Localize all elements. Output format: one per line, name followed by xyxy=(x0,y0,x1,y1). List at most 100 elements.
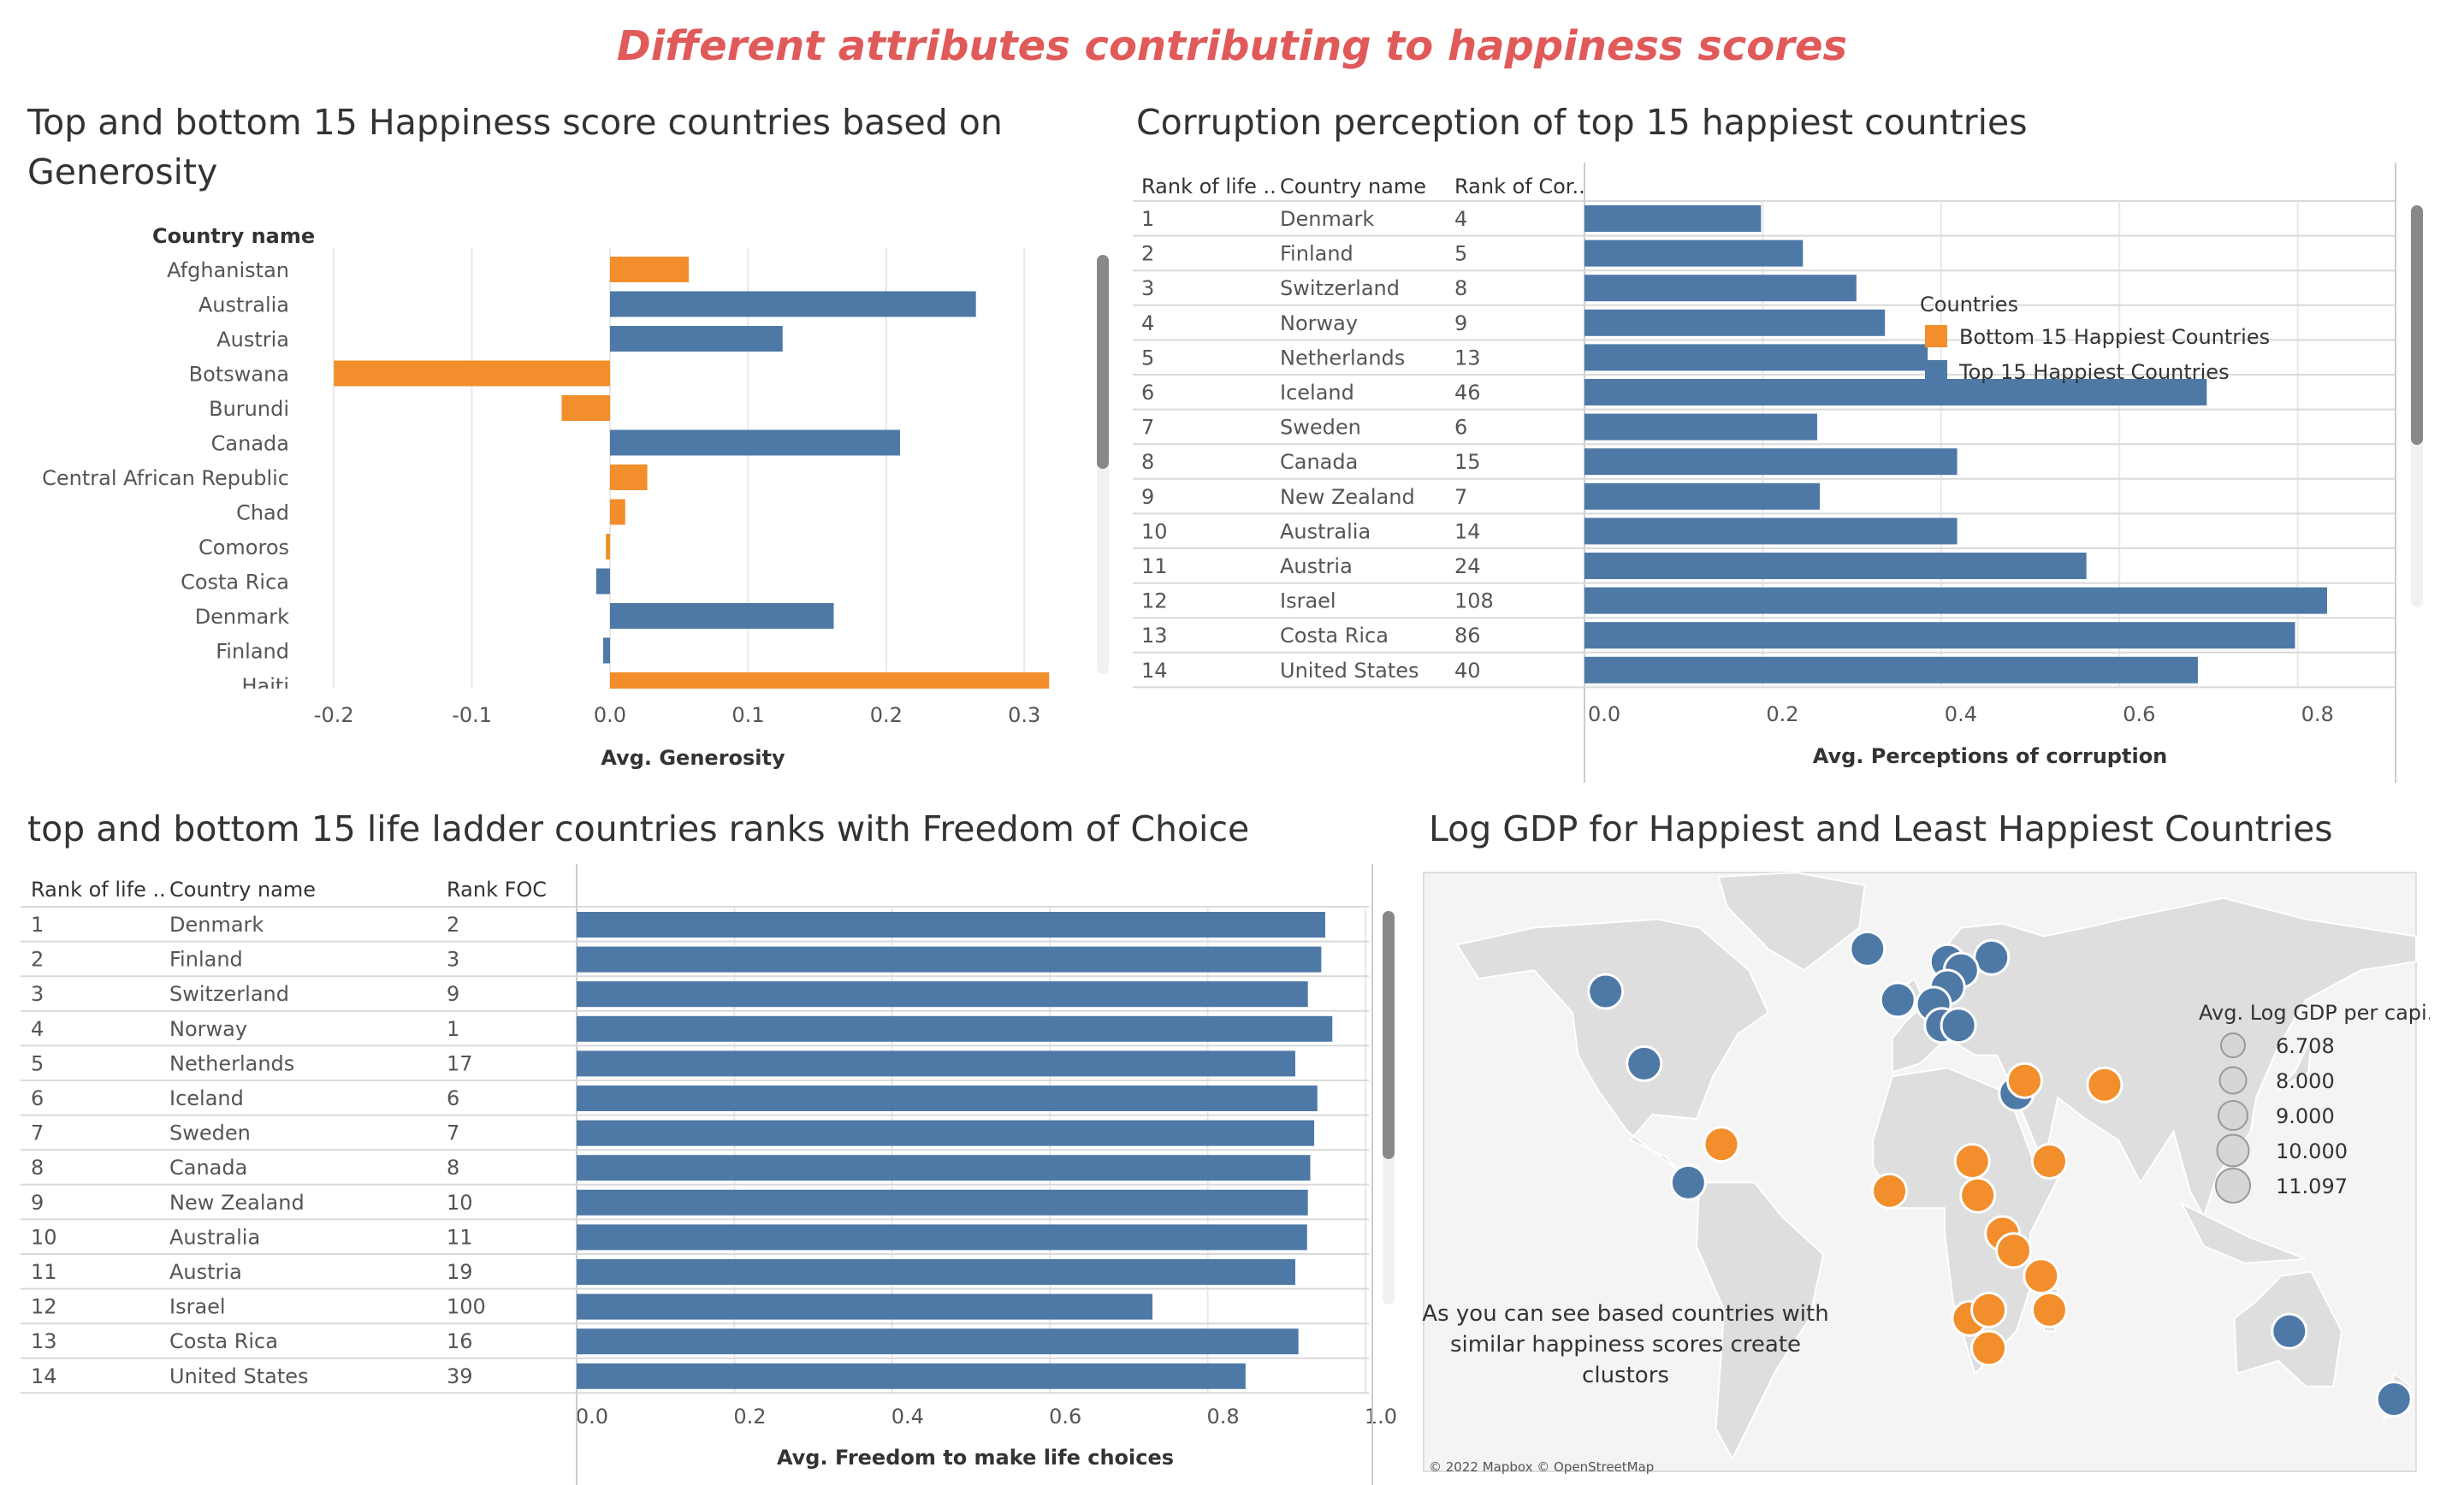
size-legend-label: 11.097 xyxy=(2276,1174,2348,1198)
corruption-rank-life: 1 xyxy=(1141,207,1154,231)
freedom-country-label: Norway xyxy=(169,1017,247,1041)
freedom-rank-foc: 7 xyxy=(447,1121,459,1145)
freedom-country-label: Netherlands xyxy=(169,1051,294,1075)
corruption-rank-life: 5 xyxy=(1141,346,1154,370)
generosity-country-label: Australia xyxy=(198,293,289,317)
corruption-bar xyxy=(1584,482,1821,510)
freedom-rank-foc: 2 xyxy=(447,913,459,937)
size-legend-label: 6.708 xyxy=(2276,1034,2335,1058)
generosity-country-label: Afghanistan xyxy=(167,258,289,282)
corruption-chart-title: Corruption perception of top 15 happiest… xyxy=(1136,102,2028,143)
freedom-x-tick-label: 0.6 xyxy=(1049,1405,1081,1429)
freedom-rank-life: 6 xyxy=(31,1086,44,1110)
freedom-country-label: Israel xyxy=(169,1295,226,1319)
size-legend-label: 9.000 xyxy=(2276,1104,2335,1128)
freedom-bar xyxy=(577,1120,1315,1146)
corruption-rank-cor: 5 xyxy=(1454,242,1467,266)
size-legend-label: 10.000 xyxy=(2276,1139,2348,1163)
corruption-bar xyxy=(1584,275,1857,302)
happy-country-bubble xyxy=(2271,1312,2308,1350)
unhappy-country-bubble xyxy=(2086,1066,2123,1103)
freedom-x-tick-label: 0.4 xyxy=(891,1405,924,1429)
happy-country-bubble xyxy=(2375,1381,2413,1418)
size-legend-circle xyxy=(2218,1100,2248,1131)
freedom-bar xyxy=(577,1328,1299,1355)
corruption-bar xyxy=(1584,622,2295,649)
corruption-bar xyxy=(1584,656,2198,683)
map-annotation: As you can see based countries with simi… xyxy=(1422,1301,1829,1388)
freedom-rank-life: 14 xyxy=(31,1364,57,1388)
corruption-rank-life: 7 xyxy=(1141,416,1154,440)
corruption-x-tick-label: 0.8 xyxy=(2301,702,2334,726)
freedom-chart: Rank of life .. Country name Rank FOC 0.0 0.… xyxy=(21,864,1397,1485)
corruption-column-header: Rank of Cor.. xyxy=(1454,175,1585,198)
freedom-bar xyxy=(577,1155,1311,1181)
corruption-rank-life: 8 xyxy=(1141,450,1154,474)
generosity-bar xyxy=(610,672,1050,689)
freedom-rank-life: 12 xyxy=(31,1295,57,1319)
greenland-landmass xyxy=(1717,871,1866,972)
generosity-bar xyxy=(602,637,610,664)
freedom-bar xyxy=(577,981,1308,1008)
happy-country-bubble xyxy=(1669,1163,1707,1201)
freedom-country-label: Austria xyxy=(169,1260,242,1284)
corruption-country-label: Austria xyxy=(1280,554,1353,578)
unhappy-country-bubble xyxy=(1953,1143,1991,1180)
generosity-bars: Afghanistan Australia Austria Botswana Burun… xyxy=(42,257,1050,689)
generosity-x-tick-label: -0.1 xyxy=(452,703,492,727)
happy-country-bubble xyxy=(1626,1044,1663,1082)
freedom-column-header: Country name xyxy=(169,878,316,902)
freedom-x-tick-label: 1.0 xyxy=(1365,1405,1397,1429)
legend-item-label: Bottom 15 Happiest Countries xyxy=(1959,325,2270,349)
freedom-rank-life: 4 xyxy=(31,1017,44,1041)
corruption-country-label: Israel xyxy=(1280,589,1336,613)
freedom-rank-foc: 6 xyxy=(447,1086,459,1110)
generosity-bar xyxy=(606,534,610,559)
corruption-chart: Rank of life .. Country name Rank of Cor..… xyxy=(1133,163,2423,783)
freedom-rank-life: 8 xyxy=(31,1156,44,1180)
corruption-country-label: Iceland xyxy=(1280,381,1354,405)
freedom-rank-foc: 17 xyxy=(447,1051,473,1075)
generosity-country-label: Canada xyxy=(211,432,289,456)
corruption-column-header: Country name xyxy=(1280,175,1426,198)
corruption-rank-cor: 13 xyxy=(1454,346,1481,370)
generosity-bar xyxy=(561,395,610,421)
freedom-country-label: Denmark xyxy=(169,913,264,937)
happy-country-bubble xyxy=(1587,973,1625,1010)
corruption-country-label: Australia xyxy=(1280,519,1371,543)
japan-landmass xyxy=(2277,1038,2313,1091)
unhappy-country-bubble xyxy=(2023,1257,2060,1295)
corruption-bar xyxy=(1584,240,1804,267)
corruption-rank-life: 6 xyxy=(1141,381,1154,405)
happy-country-bubble xyxy=(1940,1007,1977,1044)
corruption-rank-cor: 86 xyxy=(1454,624,1481,648)
corruption-bar xyxy=(1584,413,1817,441)
happy-country-bubble xyxy=(1849,930,1886,967)
freedom-country-label: Switzerland xyxy=(169,982,289,1006)
corruption-rank-cor: 40 xyxy=(1454,659,1481,683)
generosity-bar xyxy=(610,464,648,490)
dashboard-title: Different attributes contributing to hap… xyxy=(616,22,1848,70)
corruption-country-label: Switzerland xyxy=(1280,276,1400,300)
freedom-rank-life: 13 xyxy=(31,1329,57,1353)
africa-landmass xyxy=(1872,1067,2062,1376)
corruption-rank-cor: 46 xyxy=(1454,381,1481,405)
freedom-x-tick-label: 0.0 xyxy=(576,1405,608,1429)
generosity-country-label: Burundi xyxy=(209,397,289,421)
freedom-rank-foc: 19 xyxy=(447,1260,473,1284)
size-legend-circle xyxy=(2220,1032,2246,1058)
generosity-row-header: Country name xyxy=(152,224,315,248)
generosity-bar xyxy=(595,568,610,595)
freedom-bar xyxy=(577,1189,1308,1216)
freedom-column-header: Rank FOC xyxy=(447,878,547,902)
generosity-x-tick-label: 0.3 xyxy=(1008,703,1040,727)
corruption-bar xyxy=(1584,553,2087,579)
freedom-rank-foc: 10 xyxy=(447,1191,473,1215)
generosity-bar xyxy=(610,429,900,456)
corruption-country-label: Denmark xyxy=(1280,207,1374,231)
freedom-scroll-thumb xyxy=(1383,911,1395,1159)
generosity-chart: -0.2 -0.1 0.0 0.1 0.2 0.3 Country name Avg. Gen… xyxy=(42,224,1109,770)
corruption-column-header: Rank of life .. xyxy=(1141,175,1276,198)
generosity-bar xyxy=(610,499,625,525)
freedom-rank-foc: 3 xyxy=(447,948,459,972)
